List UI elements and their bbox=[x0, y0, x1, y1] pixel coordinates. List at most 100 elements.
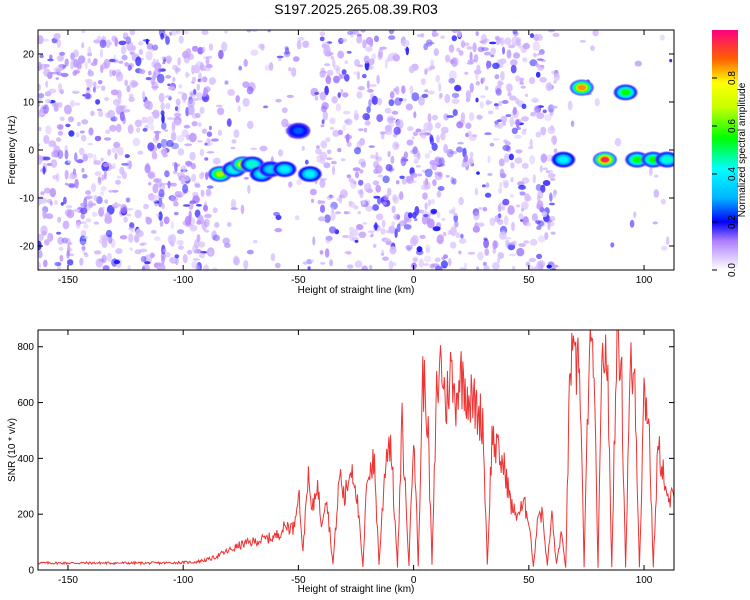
noise-speck bbox=[93, 160, 102, 166]
noise-speck bbox=[482, 261, 487, 267]
noise-speck bbox=[165, 55, 173, 64]
noise-speck bbox=[391, 221, 396, 227]
noise-speck bbox=[490, 54, 495, 58]
noise-speck bbox=[53, 104, 59, 112]
noise-speck bbox=[109, 124, 117, 132]
noise-speck bbox=[552, 105, 558, 109]
noise-speck bbox=[162, 61, 166, 65]
noise-speck bbox=[160, 138, 168, 148]
noise-speck bbox=[246, 249, 254, 255]
noise-speck bbox=[401, 85, 406, 94]
noise-speck bbox=[366, 106, 371, 114]
noise-speck bbox=[197, 140, 203, 143]
x-tick-label: 100 bbox=[636, 275, 653, 286]
noise-speck bbox=[337, 92, 341, 99]
noise-speck bbox=[455, 232, 460, 239]
noise-speck bbox=[315, 148, 322, 155]
noise-speck bbox=[492, 240, 497, 250]
noise-speck bbox=[227, 118, 232, 127]
noise-speck bbox=[205, 188, 212, 197]
noise-speck bbox=[346, 50, 352, 54]
noise-speck bbox=[401, 178, 407, 185]
noise-speck bbox=[481, 47, 489, 52]
noise-speck bbox=[338, 73, 342, 80]
noise-speck bbox=[332, 129, 340, 137]
noise-speck bbox=[339, 189, 348, 199]
noise-speck bbox=[370, 154, 376, 159]
noise-speck bbox=[68, 130, 75, 137]
noise-speck bbox=[384, 107, 392, 114]
noise-speck bbox=[421, 215, 428, 225]
noise-speck bbox=[87, 142, 94, 146]
noise-speck bbox=[45, 99, 52, 104]
noise-speck bbox=[160, 148, 168, 156]
noise-speck bbox=[465, 122, 472, 129]
noise-speck bbox=[199, 79, 205, 83]
noise-speck bbox=[91, 211, 98, 217]
noise-speck bbox=[332, 59, 336, 68]
noise-speck bbox=[449, 150, 458, 155]
noise-speck bbox=[235, 95, 240, 103]
noise-speck bbox=[579, 40, 587, 43]
noise-speck bbox=[250, 147, 258, 151]
noise-speck bbox=[465, 90, 471, 100]
noise-speck bbox=[422, 192, 428, 200]
noise-speck bbox=[451, 92, 460, 99]
noise-speck bbox=[468, 157, 474, 166]
noise-speck bbox=[435, 122, 441, 129]
noise-speck bbox=[338, 194, 343, 204]
noise-speck bbox=[448, 258, 452, 267]
noise-speck bbox=[42, 156, 51, 161]
noise-speck bbox=[58, 102, 63, 108]
noise-speck bbox=[242, 98, 250, 107]
noise-speck bbox=[165, 75, 172, 79]
noise-speck bbox=[214, 222, 220, 228]
noise-speck bbox=[322, 41, 330, 50]
noise-speck bbox=[407, 126, 414, 132]
noise-speck bbox=[435, 74, 441, 83]
noise-speck bbox=[356, 35, 363, 44]
y-tick-label: 400 bbox=[17, 454, 34, 465]
noise-speck bbox=[537, 235, 546, 243]
noise-speck bbox=[529, 33, 535, 39]
noise-speck bbox=[177, 148, 185, 156]
noise-speck bbox=[39, 54, 44, 59]
noise-speck bbox=[505, 239, 510, 248]
noise-speck bbox=[124, 154, 130, 159]
noise-speck bbox=[333, 64, 341, 71]
noise-speck bbox=[439, 92, 443, 98]
noise-speck bbox=[142, 91, 146, 101]
noise-speck bbox=[483, 238, 489, 249]
noise-speck bbox=[504, 37, 512, 46]
noise-speck bbox=[515, 204, 521, 208]
noise-speck bbox=[173, 112, 182, 118]
noise-speck bbox=[134, 209, 142, 219]
noise-speck bbox=[84, 253, 89, 258]
noise-speck bbox=[259, 145, 268, 152]
noise-speck bbox=[594, 98, 600, 107]
noise-speck bbox=[98, 258, 105, 263]
noise-speck bbox=[430, 59, 434, 70]
noise-speck bbox=[343, 110, 351, 115]
noise-speck bbox=[409, 85, 414, 95]
noise-speck bbox=[161, 56, 165, 60]
noise-speck bbox=[459, 267, 467, 270]
noise-speck bbox=[288, 181, 293, 188]
noise-speck bbox=[354, 239, 359, 243]
noise-speck bbox=[535, 131, 542, 138]
noise-speck bbox=[402, 98, 407, 102]
noise-speck bbox=[131, 45, 136, 51]
noise-speck bbox=[128, 227, 134, 230]
noise-speck bbox=[57, 124, 64, 130]
noise-speck bbox=[162, 249, 167, 253]
noise-speck bbox=[173, 201, 179, 207]
snr-y-label: SNR (10 * v/v) bbox=[7, 418, 18, 482]
noise-speck bbox=[335, 67, 341, 75]
noise-speck bbox=[111, 69, 116, 77]
noise-speck bbox=[38, 83, 41, 91]
noise-speck bbox=[530, 111, 537, 117]
noise-speck bbox=[319, 36, 325, 42]
noise-speck bbox=[129, 247, 133, 251]
noise-speck bbox=[365, 46, 373, 52]
